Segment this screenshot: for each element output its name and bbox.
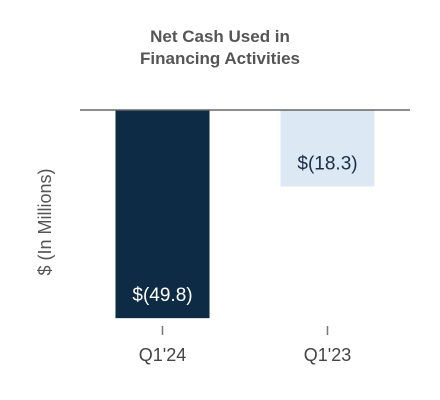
chart-title: Net Cash Used in Financing Activities bbox=[140, 27, 300, 68]
bar bbox=[115, 110, 210, 319]
x-tick-label: Q1'23 bbox=[304, 345, 351, 365]
value-label: $(49.8) bbox=[132, 285, 192, 306]
x-tick-label: Q1'24 bbox=[139, 345, 186, 365]
y-axis-label: $ (In Millions) bbox=[35, 168, 55, 275]
bar bbox=[280, 110, 375, 187]
value-label: $(18.3) bbox=[297, 154, 357, 175]
